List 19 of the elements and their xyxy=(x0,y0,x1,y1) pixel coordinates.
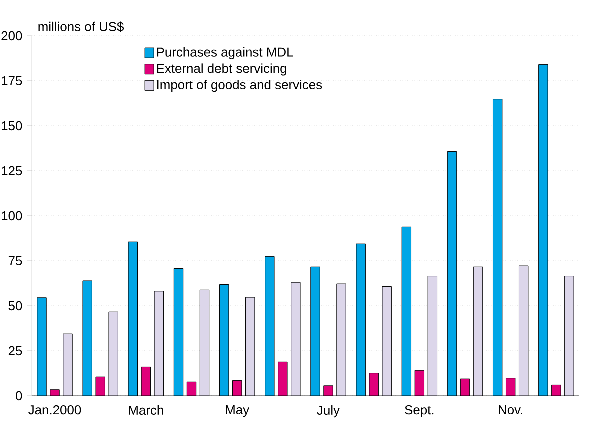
y-tick-label: 75 xyxy=(8,256,22,266)
legend-label: Import of goods and services xyxy=(157,80,322,92)
y-tick-label: 175 xyxy=(2,76,22,86)
y-tick-label: 150 xyxy=(2,121,22,131)
legend-label: Purchases against MDL xyxy=(157,47,294,60)
y-tick-label: 50 xyxy=(8,301,22,311)
y-tick-label: 0 xyxy=(16,391,22,401)
x-tick-label: Nov. xyxy=(499,406,522,415)
y-tick-label: 200 xyxy=(2,31,22,41)
y-tick-label: 100 xyxy=(2,211,22,221)
legend-label: External debt servicing xyxy=(157,64,286,76)
x-tick-label: July xyxy=(317,406,340,418)
y-tick-label: 25 xyxy=(8,346,22,356)
x-tick-label: Jan.2000 xyxy=(28,406,82,415)
y-tick-label: 125 xyxy=(2,166,22,176)
y-axis-title: millions of US$ xyxy=(38,22,124,32)
x-tick-label: March xyxy=(129,406,164,416)
x-tick-label: Sept. xyxy=(405,406,434,418)
x-tick-label: May xyxy=(226,406,250,418)
